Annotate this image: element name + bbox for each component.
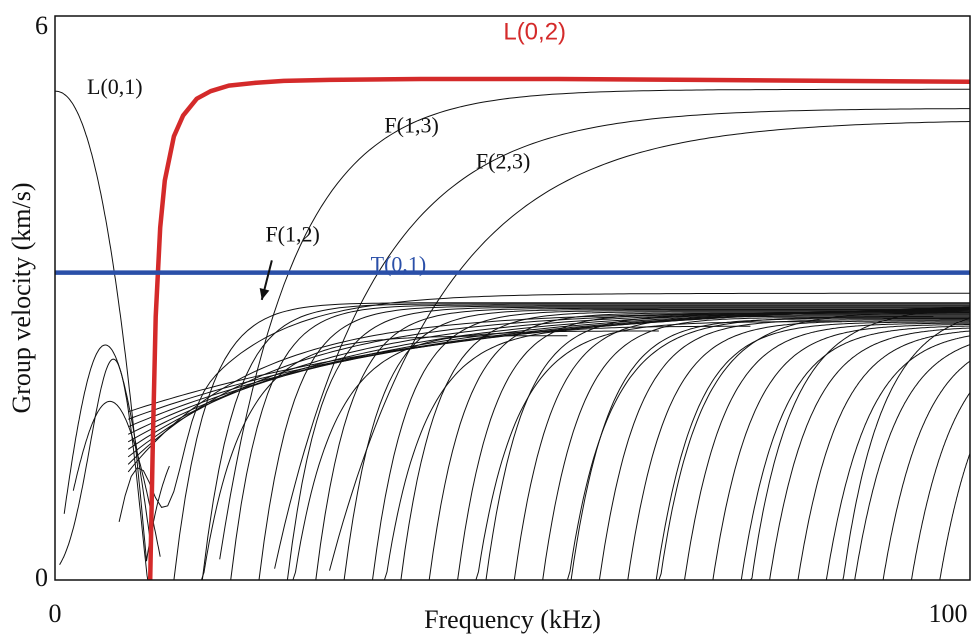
mode-curve-29 [769, 327, 971, 581]
mode-curve-8 [173, 302, 970, 581]
mode-curve-21 [542, 316, 970, 581]
mode-curve-19 [485, 314, 970, 581]
mode-curve-27 [712, 324, 970, 581]
annotation-l02: L(0,2) [503, 19, 566, 46]
mode-curve-30 [797, 330, 971, 581]
mode-curve-26 [684, 322, 970, 581]
other-mode-curves [55, 88, 971, 581]
x-tick-label-0: 0 [49, 599, 62, 628]
mode-curve-9 [201, 303, 970, 581]
mode-curve-10 [230, 304, 970, 581]
mode-curve-46 [292, 330, 659, 581]
f12-arrow-head [259, 287, 270, 300]
mode-curve-43 [128, 307, 971, 420]
mode-curve-14 [343, 309, 970, 581]
series-l02 [147, 76, 971, 581]
annotations: L(0,2) L(0,1) F(1,3) F(2,3) F(1,2) T(0,1) [87, 19, 566, 301]
mode-curve-51 [750, 308, 971, 581]
mode-curve-17 [428, 312, 970, 581]
y-tick-label-6: 6 [35, 11, 48, 40]
mode-curve-36 [127, 311, 970, 473]
mode-curve-11 [258, 305, 970, 581]
mode-curve-50 [658, 311, 970, 581]
mode-curve-31 [825, 335, 971, 581]
mode-curve-33 [882, 360, 971, 581]
y-axis-label: Group velocity (km/s) [7, 182, 36, 413]
mode-curve-32 [854, 344, 971, 581]
mode-curve-52 [841, 317, 971, 581]
annotation-f23: F(2,3) [476, 148, 530, 173]
mode-curve-49 [566, 316, 934, 581]
mode-curve-2 [63, 344, 152, 547]
mode-curve-15 [372, 310, 970, 581]
mode-curve-3 [72, 400, 161, 557]
y-tick-label-0: 0 [35, 563, 48, 592]
annotation-f12: F(1,2) [265, 222, 319, 247]
highlighted-mode-curves [55, 76, 971, 581]
mode-curve-6 [274, 108, 970, 569]
mode-curve-22 [570, 318, 970, 581]
x-axis-label: Frequency (kHz) [424, 605, 601, 634]
mode-curve-1 [59, 358, 174, 581]
mode-curve-34 [910, 392, 971, 581]
mode-curve-12 [286, 306, 970, 581]
mode-curve-18 [457, 313, 970, 581]
annotation-l01: L(0,1) [87, 74, 143, 99]
mode-curve-16 [400, 311, 970, 581]
mode-curve-5 [219, 88, 970, 560]
plot-frame [54, 15, 971, 581]
mode-curve-40 [127, 308, 971, 443]
mode-curve-47 [383, 325, 751, 581]
annotation-t01: T(0,1) [371, 252, 427, 277]
mode-curve-7 [329, 121, 971, 571]
x-tick-label-100: 100 [929, 599, 968, 628]
mode-curve-25 [655, 321, 971, 581]
tick-labels: 0 100 6 0 [35, 11, 968, 628]
mode-curve-35 [939, 453, 971, 581]
mode-curve-13 [315, 307, 970, 581]
mode-curve-28 [740, 325, 971, 581]
mode-curve-48 [475, 321, 842, 581]
annotation-f13: F(1,3) [384, 113, 438, 138]
mode-curve-45 [200, 335, 568, 581]
mode-curve-4 [118, 292, 970, 523]
mode-curve-20 [513, 315, 970, 581]
mode-curve-37 [127, 310, 970, 465]
mode-curve-23 [598, 319, 970, 581]
